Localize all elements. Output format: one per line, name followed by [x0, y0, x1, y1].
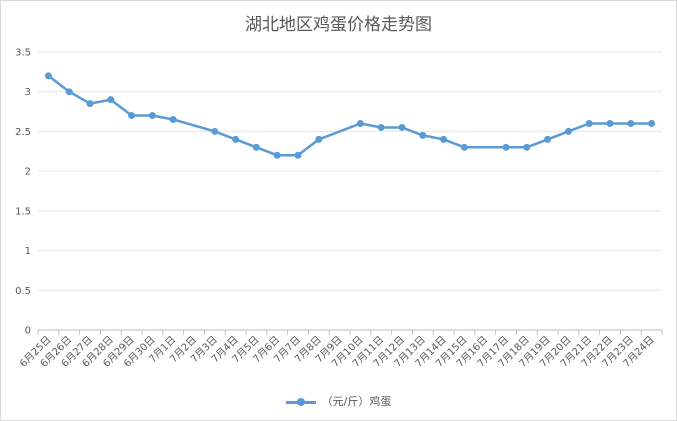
chart-title: 湖北地区鸡蛋价格走势图 [245, 15, 432, 35]
y-tick-label: 1 [25, 246, 31, 257]
data-point[interactable] [232, 135, 240, 143]
data-point[interactable] [315, 135, 323, 143]
data-point[interactable] [211, 127, 219, 135]
data-point[interactable] [86, 100, 94, 108]
data-point[interactable] [169, 116, 177, 124]
series-line [47, 74, 652, 157]
legend-marker-icon [285, 397, 316, 407]
data-point[interactable] [148, 112, 156, 120]
y-tick-label: 0.5 [15, 286, 31, 297]
data-point[interactable] [273, 151, 281, 159]
data-point[interactable] [523, 143, 531, 151]
data-point[interactable] [585, 119, 593, 127]
data-point[interactable] [419, 131, 427, 139]
y-tick-label: 3 [25, 87, 31, 98]
y-tick-label: 2 [25, 167, 31, 178]
y-tick-label: 2.5 [15, 127, 31, 138]
data-point[interactable] [65, 88, 73, 96]
data-point[interactable] [128, 112, 136, 120]
data-point[interactable] [460, 143, 468, 151]
data-point[interactable] [377, 123, 385, 131]
data-point[interactable] [502, 143, 510, 151]
data-point[interactable] [627, 119, 635, 127]
data-point[interactable] [398, 123, 406, 131]
data-point[interactable] [606, 119, 614, 127]
data-point[interactable] [44, 72, 52, 80]
legend-label: （元/斤）鸡蛋 [321, 395, 392, 408]
data-point[interactable] [440, 135, 448, 143]
legend[interactable]: （元/斤）鸡蛋 [0, 393, 677, 409]
data-point[interactable] [544, 135, 552, 143]
y-tick-label: 3.5 [15, 48, 31, 59]
data-point[interactable] [648, 119, 656, 127]
data-point[interactable] [564, 127, 572, 135]
data-point[interactable] [252, 143, 260, 151]
data-point[interactable] [107, 96, 115, 104]
data-point[interactable] [356, 119, 364, 127]
data-point[interactable] [294, 151, 302, 159]
y-tick-label: 0 [25, 326, 31, 337]
y-tick-label: 1.5 [15, 206, 31, 217]
